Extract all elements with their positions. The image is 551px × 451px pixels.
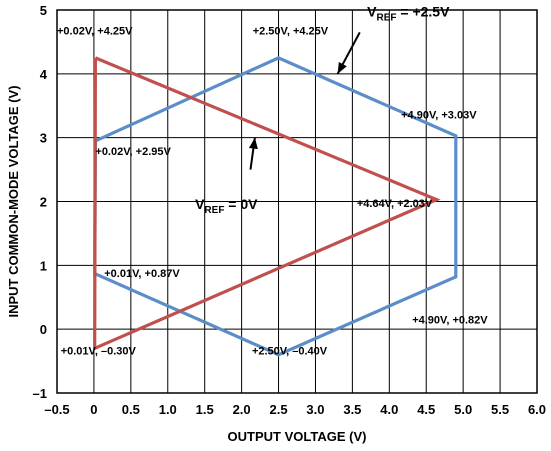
point-annotation: +2.50V, +4.25V [253, 25, 329, 37]
x-tick-label: 2.0 [233, 402, 251, 417]
annotations: +0.02V, +4.25V +2.50V, +4.25V +0.02V, +2.9… [57, 25, 488, 357]
series-labels: VREF = +2.5V VREF = 0V [195, 3, 450, 216]
x-tick-label: 1.5 [196, 402, 214, 417]
y-axis-label: INPUT COMMON-MODE VOLTAGE (V) [6, 85, 21, 317]
y-tick-label: 2 [40, 195, 47, 210]
x-tick-label: 3.0 [306, 402, 324, 417]
point-annotation: +0.01V, –0.30V [61, 346, 137, 358]
y-tick-label: 1 [40, 258, 47, 273]
y-tick-label: 5 [40, 3, 47, 18]
x-axis-label: OUTPUT VOLTAGE (V) [228, 429, 367, 444]
point-annotation: +0.02V, +2.95V [95, 146, 171, 158]
series [93, 56, 458, 357]
point-annotation: +0.01V, +0.87V [104, 268, 180, 280]
y-tick-label: 0 [40, 322, 47, 337]
x-tick-label: 5.5 [491, 402, 509, 417]
x-tick-label: 0 [90, 402, 97, 417]
point-annotation: +4.64V, +2.03V [357, 198, 433, 210]
series-line-1 [93, 56, 441, 351]
arrow-head [337, 62, 347, 74]
point-annotation: +4.90V, +0.82V [412, 314, 488, 326]
x-tick-label: 0.5 [122, 402, 140, 417]
x-tick-label: 2.5 [269, 402, 287, 417]
x-tick-label: 4.5 [417, 402, 435, 417]
x-tick-label: 3.5 [343, 402, 361, 417]
arrow-head [248, 137, 258, 150]
series-label: VREF = +2.5V [367, 3, 450, 23]
x-tick-label: 5.0 [454, 402, 472, 417]
point-annotation: +0.02V, +4.25V [57, 25, 133, 37]
point-annotation: +4.90V, +3.03V [401, 110, 477, 122]
x-tick-label: 4.0 [380, 402, 398, 417]
y-tick-label: –1 [33, 386, 47, 401]
arrows [248, 31, 361, 170]
x-tick-label: –0.5 [44, 402, 69, 417]
plot-frame [56, 9, 538, 394]
x-tick-label: 6.0 [528, 402, 546, 417]
y-tick-labels: –1 0 1 2 3 4 5 [33, 3, 48, 401]
series-label: VREF = 0V [195, 196, 258, 216]
x-tick-label: 1.0 [159, 402, 177, 417]
point-annotation: +2.50V, –0.40V [252, 346, 328, 358]
y-tick-label: 4 [40, 67, 48, 82]
y-tick-label: 3 [40, 131, 47, 146]
x-tick-labels: –0.5 0 0.5 1.0 1.5 2.0 2.5 3.0 3.5 4.0 4.5 5.0 5.5 6.… [44, 402, 546, 417]
